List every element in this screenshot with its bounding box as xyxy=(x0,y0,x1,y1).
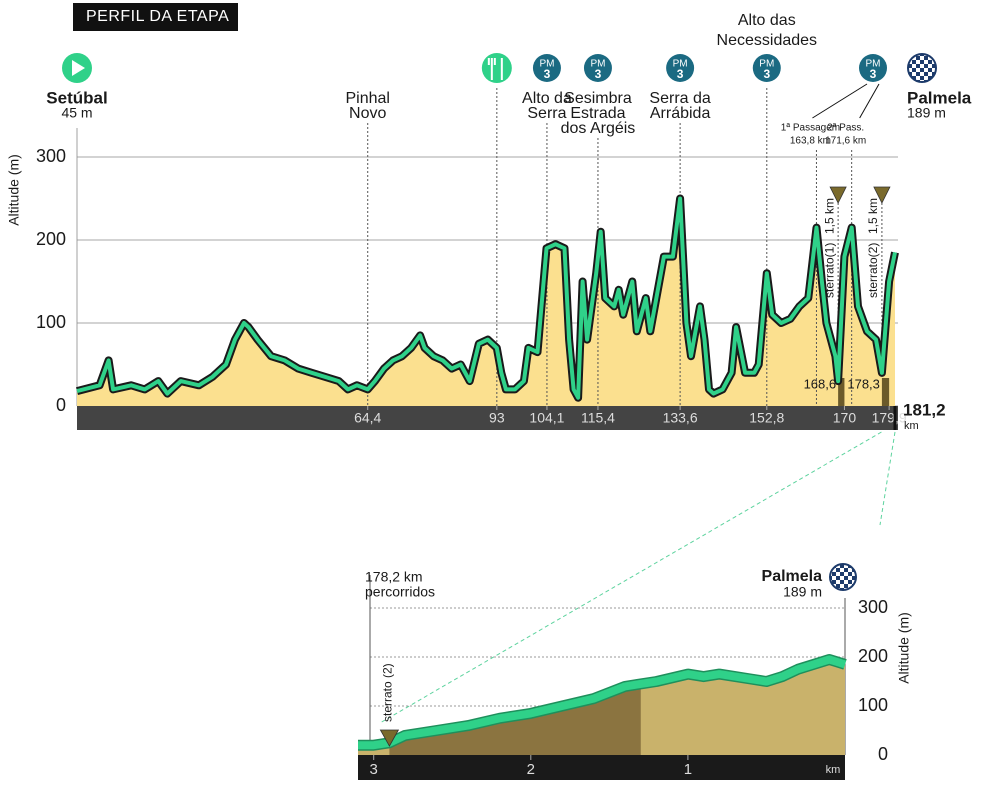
pm-badge xyxy=(666,54,695,82)
place-name: dos Argéis xyxy=(561,120,636,137)
x-tick-label: 93 xyxy=(489,410,505,426)
zoom-line xyxy=(879,431,896,526)
place-name: Setúbal xyxy=(46,88,107,107)
sector-length: 1,5 km xyxy=(822,198,836,234)
inset-axis-bar xyxy=(358,755,845,780)
pm-badge-label: PM xyxy=(759,59,774,70)
passage-label: 171,6 km xyxy=(825,136,866,147)
y-tick-label: 0 xyxy=(56,395,66,415)
passage-connector xyxy=(812,83,868,119)
place-altitude: 189 m xyxy=(907,105,946,121)
place-name: Alto da xyxy=(522,90,572,107)
y-tick-label: 0 xyxy=(878,744,888,764)
x-unit: km xyxy=(904,420,919,432)
passage-label: 163,8 km xyxy=(790,136,831,147)
y-tick-label: 200 xyxy=(858,646,888,666)
pm-badge xyxy=(859,54,887,82)
x-tick-label: 152,8 xyxy=(749,410,784,426)
y-tick-label: 100 xyxy=(36,312,66,332)
place-name: Serra xyxy=(527,105,566,122)
pm-badge-label: PM xyxy=(590,59,605,70)
place-name: Novo xyxy=(349,105,386,122)
pm-badge-label: PM xyxy=(866,59,881,70)
finish-name: Palmela xyxy=(762,568,823,585)
x-unit: km xyxy=(826,764,841,776)
chart-title: PERFIL DA ETAPA xyxy=(86,8,229,25)
sector-marker xyxy=(379,729,400,747)
pm-badge-level: 3 xyxy=(677,67,684,81)
x-tick-label: 64,4 xyxy=(354,410,381,426)
place-name: Arrábida xyxy=(650,105,711,122)
finish-icon xyxy=(907,53,937,83)
passage-connector xyxy=(859,83,880,119)
place-name: Estrada xyxy=(570,105,625,122)
pm-badge-label: PM xyxy=(539,59,554,70)
sector-start-label: 178,3 xyxy=(847,376,880,391)
y-tick-label: 300 xyxy=(36,146,66,166)
finish-altitude: 189 m xyxy=(783,584,822,600)
profile-line xyxy=(76,196,897,400)
x-tick-label: 133,6 xyxy=(663,410,698,426)
pm-badge xyxy=(583,54,612,82)
sector-length: 1,5 km xyxy=(866,198,880,234)
pm-badge-level: 3 xyxy=(595,67,602,81)
inset-start: 178,2 km xyxy=(365,569,423,585)
x-end-label: 181,2 xyxy=(903,400,946,419)
x-tick-label: 3 xyxy=(370,761,378,778)
passage-label: 1ª Passagem xyxy=(781,123,840,134)
pm-badge-label: PM xyxy=(673,59,688,70)
place-name: Sesimbra xyxy=(564,90,632,107)
passage-label: 2ª Pass. xyxy=(827,123,864,134)
y-tick-label: 100 xyxy=(858,695,888,715)
finish-icon xyxy=(829,563,857,591)
pm-badge-level: 3 xyxy=(763,67,770,81)
x-tick-label: 179,9 xyxy=(872,410,907,426)
inset-line xyxy=(358,655,847,750)
pm-badge xyxy=(532,54,561,82)
sector-bar xyxy=(838,378,845,406)
sector-start-label: 168,6 xyxy=(804,376,837,391)
x-tick-label: 104,1 xyxy=(529,410,564,426)
place-name: Necessidades xyxy=(717,32,818,49)
place-name: Palmela xyxy=(907,88,972,107)
place-name: Serra da xyxy=(649,90,710,107)
y-axis-label: Altitude (m) xyxy=(6,154,22,226)
place-name: Alto das xyxy=(738,12,796,29)
zoom-line xyxy=(381,431,882,723)
x-tick-label: 170 xyxy=(833,410,857,426)
y-axis-label: Altitude (m) xyxy=(896,612,912,684)
x-tick-label: 2 xyxy=(527,761,535,778)
inset-start-note: percorridos xyxy=(365,584,435,600)
pm-badge-level: 3 xyxy=(870,67,877,81)
sector-name: sterrato (2) xyxy=(381,663,395,722)
y-tick-label: 300 xyxy=(858,597,888,617)
pm-badge-level: 3 xyxy=(544,67,551,81)
x-tick-label: 1 xyxy=(684,761,692,778)
feed-cutlery xyxy=(487,58,503,80)
sector-marker xyxy=(829,186,847,204)
y-tick-label: 200 xyxy=(36,229,66,249)
x-axis-bar xyxy=(77,406,898,430)
place-altitude: 45 m xyxy=(61,105,92,121)
place-name: Pinhal xyxy=(345,90,389,107)
x-tick-label: 115,4 xyxy=(581,410,615,426)
start-arrow xyxy=(72,60,85,76)
sector-bar xyxy=(881,378,890,406)
sector-marker xyxy=(873,186,891,204)
feed-icon xyxy=(481,53,512,83)
sector-name: sterrato(2) xyxy=(866,243,880,298)
pm-badge xyxy=(752,54,781,82)
title-box xyxy=(73,3,238,31)
